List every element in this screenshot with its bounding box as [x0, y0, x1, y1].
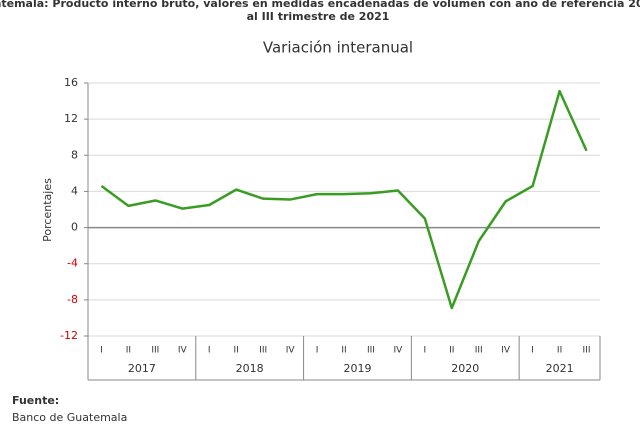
- x-tick-label: IV: [178, 346, 188, 356]
- x-tick-label: I: [531, 346, 534, 356]
- x-tick-label: IV: [286, 346, 296, 356]
- series-line: [100, 89, 588, 310]
- y-tick-label: 8: [71, 148, 78, 161]
- year-label: 2019: [343, 362, 371, 375]
- y-tick-label: 0: [71, 221, 78, 234]
- chart-subtitle: Variación interanual: [263, 39, 413, 57]
- x-tick-label: II: [234, 346, 239, 356]
- year-label: 2021: [546, 362, 574, 375]
- x-tick-label: I: [208, 346, 211, 356]
- x-tick-label: IV: [393, 346, 403, 356]
- x-tick-label: III: [583, 346, 591, 356]
- x-tick-label: III: [151, 346, 159, 356]
- x-tick-label: II: [341, 346, 346, 356]
- y-tick-label: -8: [67, 293, 78, 306]
- year-label: 2018: [236, 362, 264, 375]
- x-tick-label: I: [424, 346, 427, 356]
- y-tick-label: -4: [67, 257, 78, 270]
- x-tick-label: II: [557, 346, 562, 356]
- y-tick-label: 12: [64, 112, 78, 125]
- x-tick-label: III: [475, 346, 483, 356]
- year-label: 2020: [451, 362, 479, 375]
- y-axis-label: Porcentajes: [41, 178, 54, 242]
- x-tick-label: I: [316, 346, 319, 356]
- x-tick-label: II: [126, 346, 131, 356]
- x-tick-label: III: [367, 346, 375, 356]
- x-tick-label: III: [259, 346, 267, 356]
- x-tick-label: I: [100, 346, 103, 356]
- x-tick-label: IV: [501, 346, 511, 356]
- y-tick-label: 4: [71, 184, 78, 197]
- x-tick-label: II: [449, 346, 454, 356]
- source-label: Fuente:: [12, 394, 59, 407]
- source: Banco de Guatemala: [12, 411, 127, 424]
- year-label: 2017: [128, 362, 156, 375]
- y-tick-label: -12: [60, 329, 78, 342]
- chart-title: al III trimestre de 2021: [247, 10, 390, 23]
- y-tick-label: 16: [64, 76, 78, 89]
- chart-title: Guatemala: Producto interno bruto, valor…: [0, 0, 640, 10]
